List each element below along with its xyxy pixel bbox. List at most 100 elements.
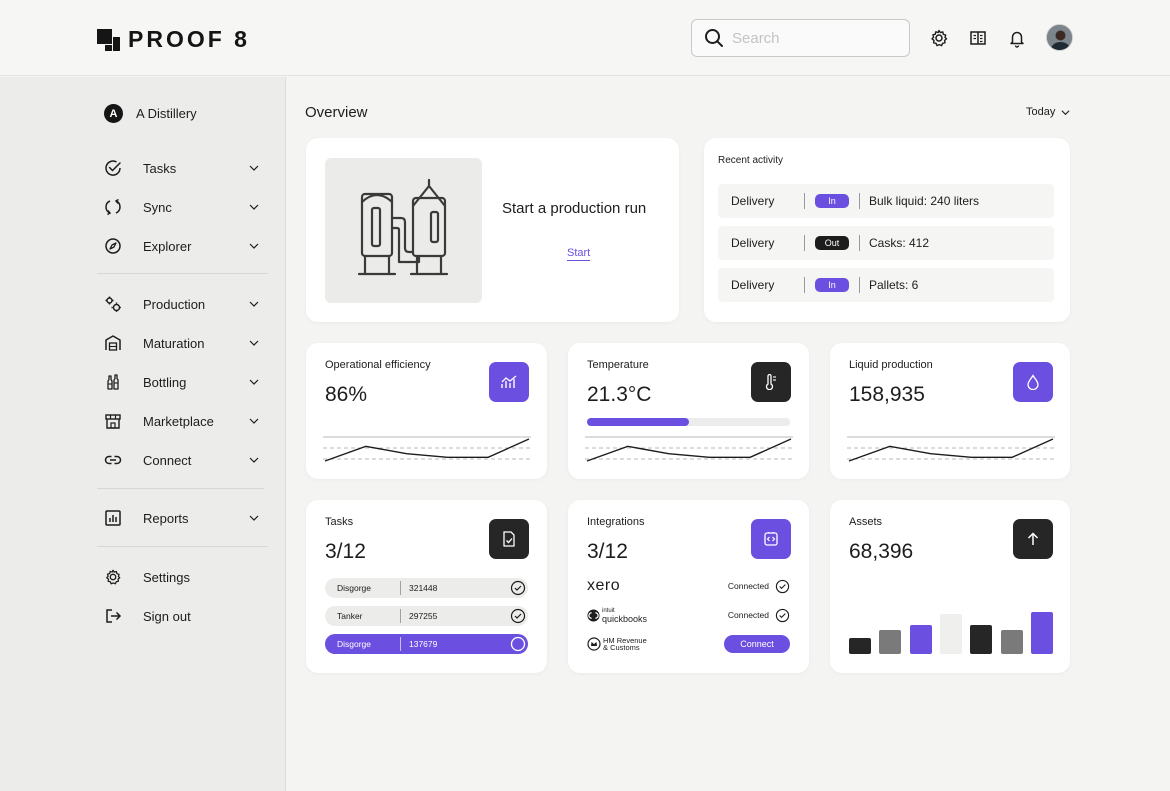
chevron-down-icon[interactable] (249, 163, 259, 173)
quickbooks-sub: intuit (602, 608, 615, 614)
org-avatar: A (104, 104, 123, 123)
start-production-link[interactable]: Start (567, 247, 591, 261)
temperature-sparkline (585, 436, 793, 462)
empty-circle-icon[interactable] (510, 636, 526, 652)
check-circle-icon[interactable] (510, 608, 526, 624)
search-input[interactable] (732, 29, 892, 47)
asset-bar (1031, 612, 1053, 654)
search-box[interactable] (691, 19, 910, 57)
sidebar-item-reports[interactable]: Reports (104, 507, 259, 529)
chevron-down-icon[interactable] (249, 202, 259, 212)
sidebar-item-signout[interactable]: Sign out (104, 605, 259, 627)
liquid-badge[interactable] (1013, 362, 1053, 402)
integrations-card: Integrations 3/12 xero Connected intuit … (568, 500, 809, 673)
task-row[interactable]: Tanker 297255 (325, 606, 528, 626)
temperature-badge[interactable] (751, 362, 791, 402)
activity-row[interactable]: Delivery In Pallets: 6 (718, 268, 1054, 302)
check-circle-icon (775, 608, 790, 622)
activity-type: Delivery (731, 236, 775, 250)
distillery-tanks-icon (357, 178, 449, 276)
storefront-icon (105, 414, 121, 429)
activity-row[interactable]: Delivery Out Casks: 412 (718, 226, 1054, 260)
quickbooks-main: quickbooks (602, 614, 648, 624)
recent-activity-card: Recent activity Delivery In Bulk liquid:… (704, 138, 1070, 322)
separator (859, 277, 860, 293)
efficiency-value: 86% (325, 383, 368, 406)
top-header: PROOF 8 (0, 0, 1170, 76)
assets-title: Assets (849, 516, 883, 528)
chevron-down-icon[interactable] (249, 377, 259, 387)
activity-row[interactable]: Delivery In Bulk liquid: 240 liters (718, 184, 1054, 218)
temperature-progress (587, 418, 790, 426)
gear-icon[interactable] (929, 28, 949, 48)
sidebar-item-production[interactable]: Production (104, 293, 259, 315)
sidebar-item-tasks[interactable]: Tasks (104, 157, 259, 179)
check-circle-icon[interactable] (510, 580, 526, 596)
chevron-down-icon[interactable] (249, 241, 259, 251)
sidebar-item-label: Maturation (143, 335, 205, 351)
integrations-badge[interactable] (751, 519, 791, 559)
sidebar-item-label: Sign out (143, 608, 191, 624)
bell-icon[interactable] (1007, 28, 1027, 48)
task-row[interactable]: Disgorge 137679 (325, 634, 528, 654)
sidebar-divider (97, 546, 268, 547)
document-check-icon (503, 531, 515, 547)
chevron-down-icon[interactable] (249, 299, 259, 309)
tasks-card: Tasks 3/12 Disgorge 321448 Tanker 297255… (306, 500, 547, 673)
search-icon (705, 29, 723, 47)
chevron-down-icon[interactable] (249, 455, 259, 465)
sidebar-item-bottling[interactable]: Bottling (104, 371, 259, 393)
building-icon[interactable] (968, 28, 988, 48)
direction-badge: Out (815, 236, 849, 250)
hmrc-line1: HM Revenue (603, 635, 647, 645)
connect-button[interactable]: Connect (724, 635, 790, 653)
trend-chart-icon (501, 375, 517, 388)
org-name: A Distillery (136, 106, 197, 121)
task-row[interactable]: Disgorge 321448 (325, 578, 528, 598)
chevron-down-icon[interactable] (249, 338, 259, 348)
sidebar-item-settings[interactable]: Settings (104, 566, 259, 588)
chevron-down-icon[interactable] (249, 513, 259, 523)
distillery-equipment-illustration (325, 158, 482, 303)
temperature-progress-fill (587, 418, 689, 426)
sidebar-item-label: Connect (143, 452, 192, 468)
sidebar-item-marketplace[interactable]: Marketplace (104, 410, 259, 432)
user-photo-icon (1047, 25, 1072, 50)
separator (400, 581, 401, 595)
compass-icon (105, 238, 121, 254)
series-line (848, 438, 1054, 462)
liquid-production-card: Liquid production 158,935 (830, 343, 1070, 479)
sidebar-item-explorer[interactable]: Explorer (104, 235, 259, 257)
recent-activity-title: Recent activity (718, 155, 784, 166)
logo-text: PROOF 8 (128, 26, 250, 52)
sidebar-item-connect[interactable]: Connect (104, 449, 259, 471)
sidebar-item-label: Marketplace (143, 413, 214, 429)
task-name: Disgorge (337, 639, 372, 649)
proof8-logo[interactable]: PROOF 8 (97, 26, 250, 53)
separator (859, 193, 860, 209)
asset-bar (909, 624, 932, 654)
sidebar-item-maturation[interactable]: Maturation (104, 332, 259, 354)
sign-out-icon (106, 609, 122, 623)
chevron-down-icon[interactable] (249, 416, 259, 426)
integrations-title: Integrations (587, 516, 645, 528)
tasks-badge[interactable] (489, 519, 529, 559)
asset-bar (970, 624, 993, 654)
asset-bar (849, 638, 871, 654)
droplet-icon (1027, 374, 1039, 390)
assets-badge[interactable] (1013, 519, 1053, 559)
user-avatar[interactable] (1046, 24, 1073, 51)
logo-mark-icon (97, 28, 120, 51)
org-switcher[interactable]: A A Distillery (104, 104, 197, 123)
asset-bar (1000, 629, 1023, 654)
temperature-card: Temperature 21.3°C (568, 343, 809, 479)
separator (400, 609, 401, 623)
sidebar-item-label: Settings (143, 569, 190, 585)
sidebar-item-label: Reports (143, 510, 189, 526)
tasks-value: 3/12 (325, 540, 366, 563)
efficiency-badge[interactable] (489, 362, 529, 402)
period-label: Today (1026, 106, 1056, 118)
sync-icon (105, 198, 121, 216)
period-dropdown[interactable]: Today (1026, 106, 1070, 118)
sidebar-item-sync[interactable]: Sync (104, 196, 259, 218)
